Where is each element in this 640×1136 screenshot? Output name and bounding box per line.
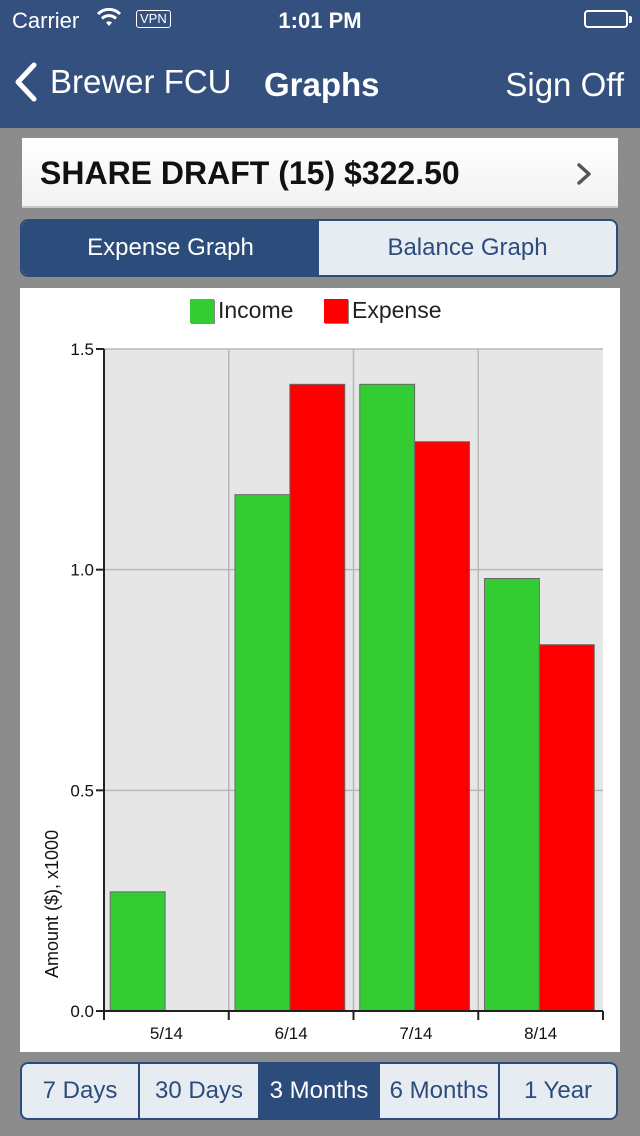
x-tick-label: 6/14 bbox=[275, 1024, 308, 1043]
chart-legend: Income Expense bbox=[20, 297, 620, 327]
page-title: Graphs bbox=[264, 66, 380, 103]
x-tick-label: 8/14 bbox=[524, 1024, 557, 1043]
bar-chart: 0.0 0.5 1.0 1.5 5/14 6/14 7/14 8/14 bbox=[70, 340, 604, 1043]
back-button[interactable]: Brewer FCU bbox=[14, 62, 232, 102]
graph-type-segmented-control: Expense Graph Balance Graph bbox=[20, 219, 618, 277]
legend-income-label: Income bbox=[218, 297, 294, 323]
tab-balance-graph[interactable]: Balance Graph bbox=[387, 234, 548, 261]
y-tick-label: 0.5 bbox=[70, 781, 94, 800]
account-label: SHARE DRAFT (15) $322.50 bbox=[40, 155, 460, 191]
bar-expense bbox=[289, 383, 346, 1012]
bar-income bbox=[109, 891, 166, 1012]
back-label: Brewer FCU bbox=[50, 63, 232, 100]
y-tick-label: 0.0 bbox=[70, 1002, 94, 1021]
chart-panel: Income Expense Amount ($), x1000 0.0 0.5 1… bbox=[20, 288, 620, 1052]
carrier-label: Carrier bbox=[12, 8, 80, 33]
bar-income bbox=[359, 383, 416, 1012]
legend-expense: Expense bbox=[324, 297, 442, 324]
bar-income bbox=[483, 577, 540, 1012]
y-tick-label: 1.0 bbox=[70, 561, 94, 580]
legend-expense-swatch bbox=[324, 298, 348, 323]
period-segmented-control: 7 Days 30 Days 3 Months 6 Months 1 Year bbox=[20, 1062, 618, 1120]
status-bar: Carrier VPN 1:01 PM bbox=[0, 0, 640, 40]
wifi-icon bbox=[96, 6, 122, 34]
bar-expense bbox=[414, 441, 471, 1012]
chevron-right-icon bbox=[577, 163, 591, 185]
period-30-days[interactable]: 30 Days bbox=[140, 1064, 260, 1118]
x-tick-label: 5/14 bbox=[150, 1024, 183, 1043]
legend-expense-label: Expense bbox=[352, 297, 442, 323]
chevron-left-icon bbox=[15, 62, 37, 102]
nav-bar: Brewer FCU Graphs Sign Off bbox=[0, 40, 640, 128]
x-tick-label: 7/14 bbox=[399, 1024, 432, 1043]
bar-income bbox=[234, 494, 291, 1012]
period-7-days[interactable]: 7 Days bbox=[22, 1064, 140, 1118]
sign-off-button[interactable]: Sign Off bbox=[505, 66, 624, 103]
navigation-header: Carrier VPN 1:01 PM Brewer FCU Graphs Si… bbox=[0, 0, 640, 128]
vpn-badge: VPN bbox=[136, 10, 171, 28]
legend-income-swatch bbox=[190, 298, 214, 323]
period-3-months[interactable]: 3 Months bbox=[260, 1064, 380, 1118]
clock: 1:01 PM bbox=[278, 8, 362, 33]
battery-icon bbox=[584, 10, 632, 28]
account-selector[interactable]: SHARE DRAFT (15) $322.50 bbox=[22, 138, 618, 208]
bar-expense bbox=[538, 644, 595, 1012]
legend-income: Income bbox=[190, 297, 293, 324]
tab-expense-graph[interactable]: Expense Graph bbox=[22, 221, 319, 275]
period-1-year[interactable]: 1 Year bbox=[523, 1077, 593, 1104]
y-tick-label: 1.5 bbox=[70, 340, 94, 359]
period-6-months[interactable]: 6 Months bbox=[380, 1064, 500, 1118]
